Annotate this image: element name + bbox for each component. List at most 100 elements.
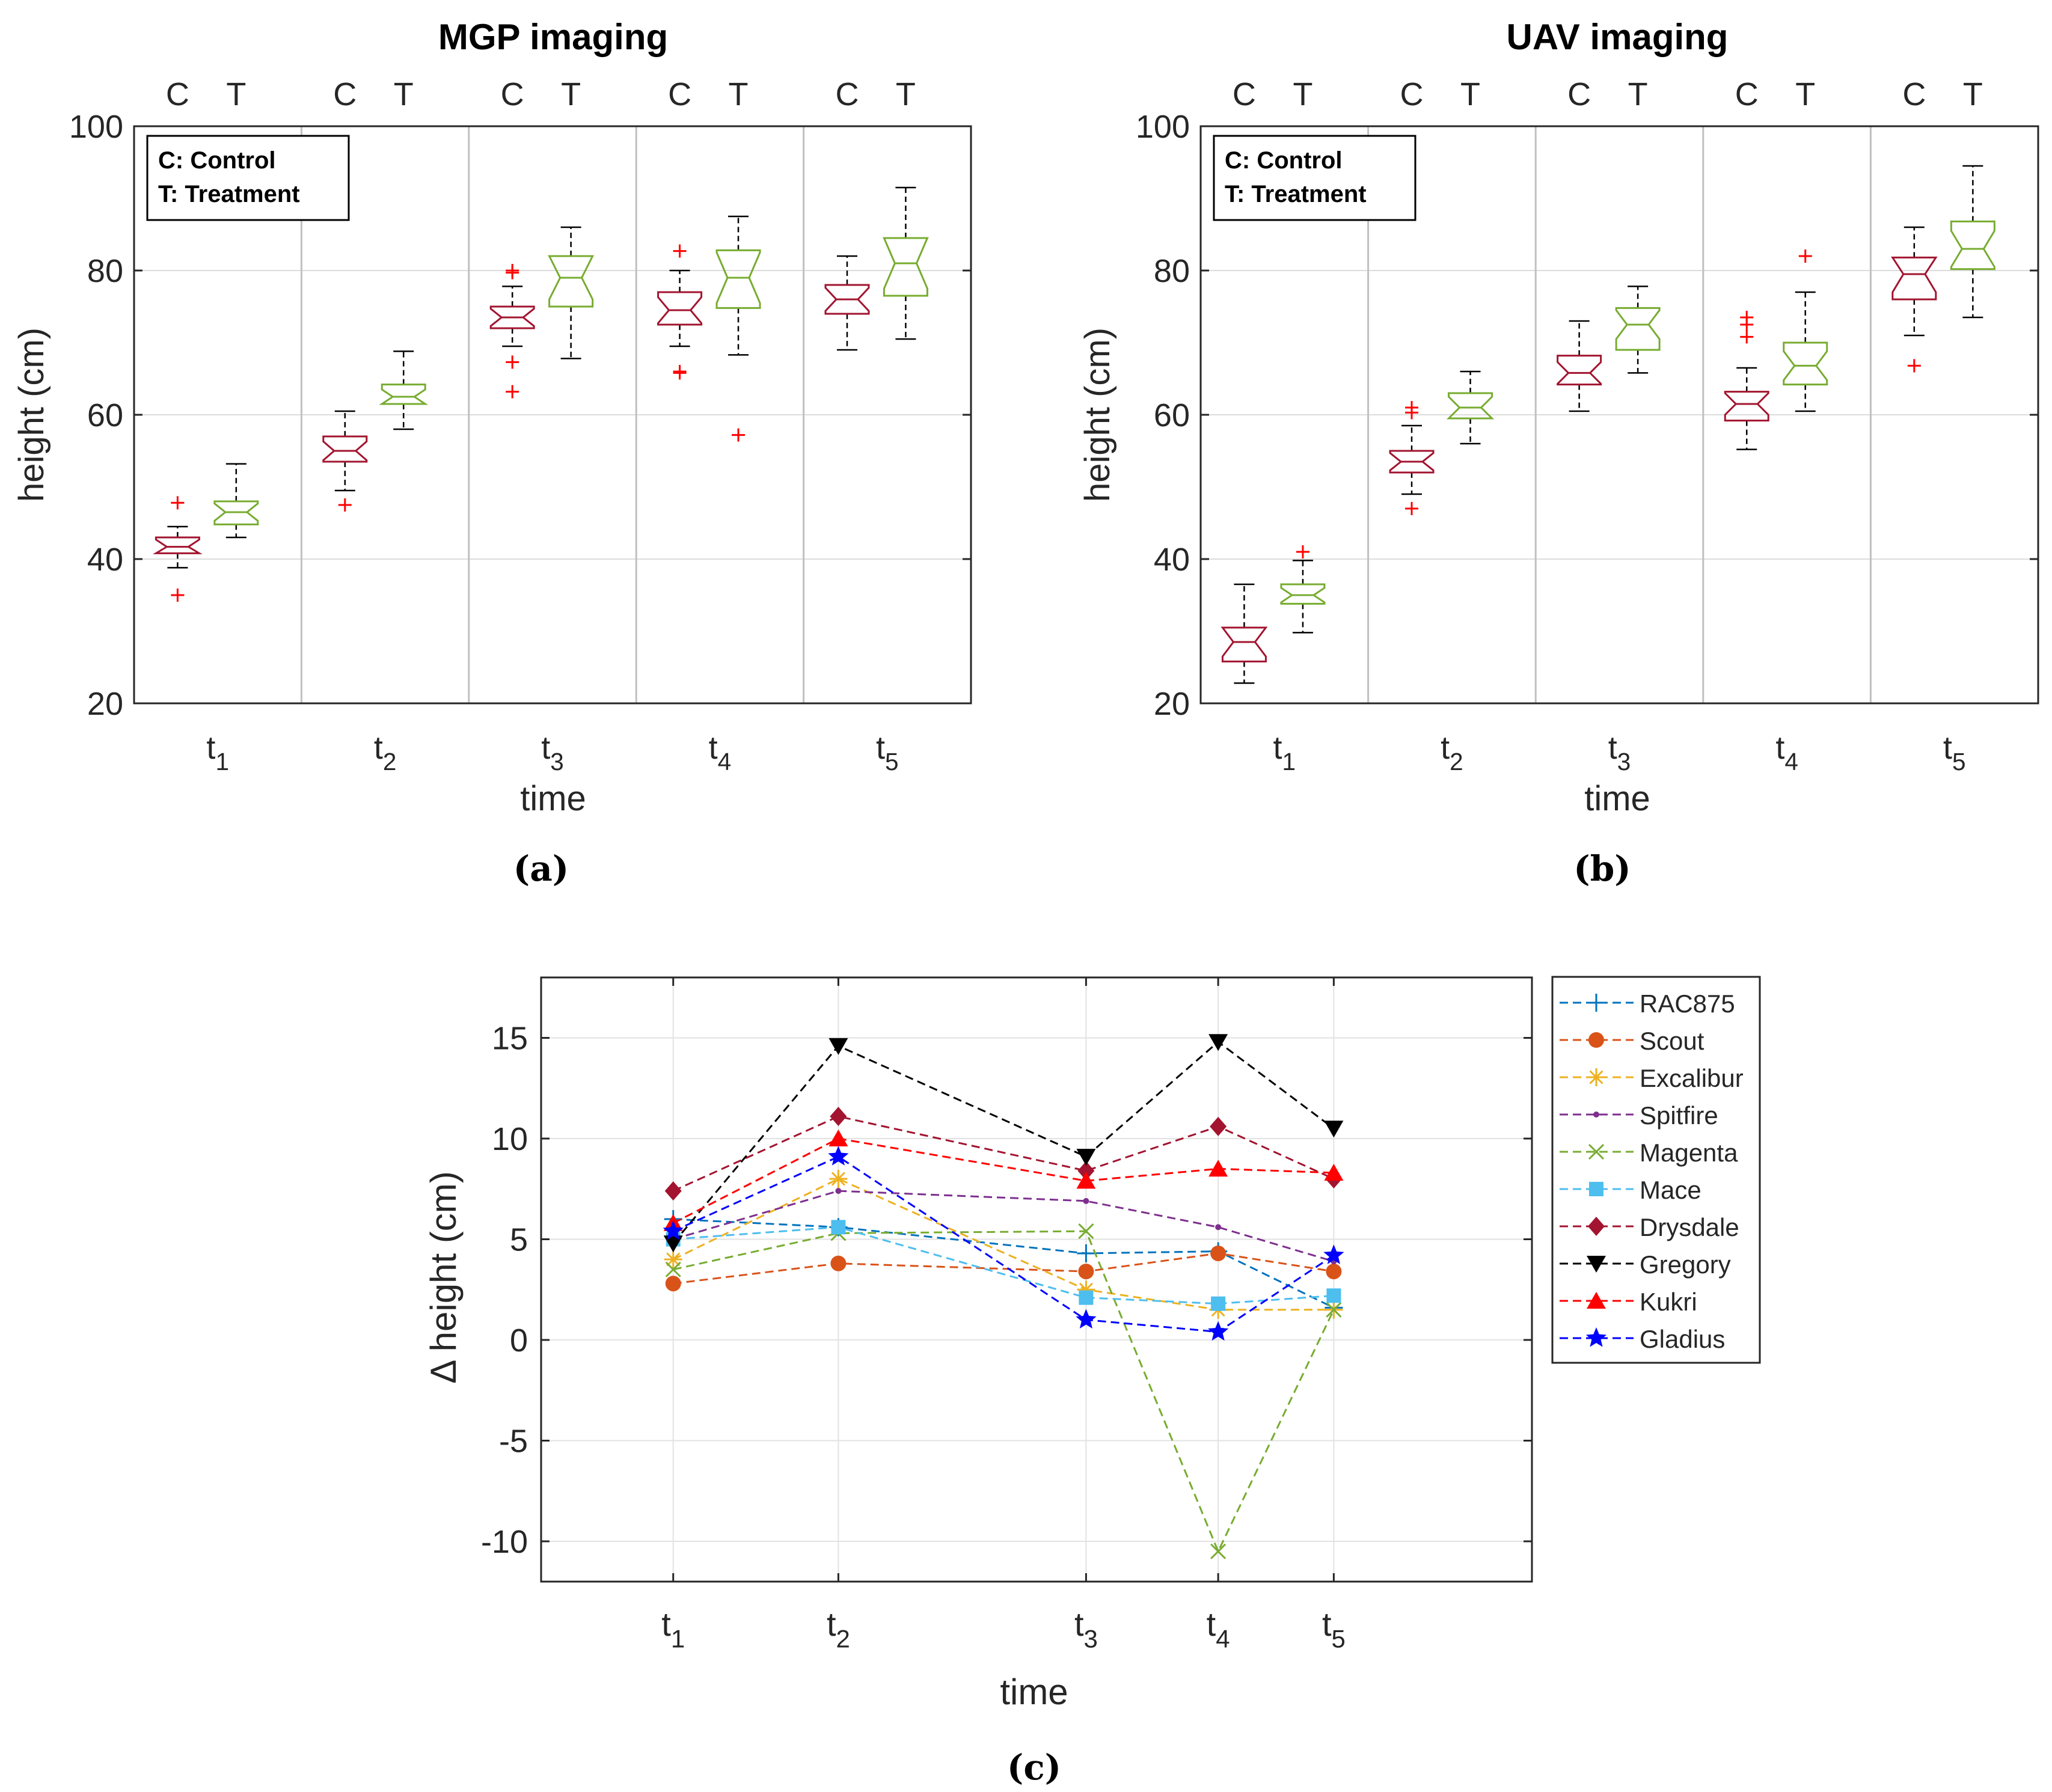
marker-circle xyxy=(665,1276,681,1292)
legend-label: Mace xyxy=(1640,1176,1701,1204)
legend-marker xyxy=(1585,1327,1607,1347)
panel-a-outlier xyxy=(673,366,687,380)
marker-circle xyxy=(830,1255,847,1271)
legend-label: Gregory xyxy=(1640,1250,1731,1279)
panel-b-xtick-label: t2 xyxy=(1441,730,1463,775)
legend-marker xyxy=(1589,1182,1603,1196)
marker-tri-up xyxy=(1208,1160,1228,1177)
legend-marker xyxy=(1593,1112,1599,1118)
panel-a-xtick-label: t1 xyxy=(206,730,229,775)
data-point-gregory xyxy=(1208,1034,1228,1051)
panel-a-group-label-t: T xyxy=(226,76,246,112)
panel-a-box-treatment xyxy=(379,384,429,405)
panel-c-xtick-label: t5 xyxy=(1322,1605,1346,1653)
panel-a-note-box: C: Control T: Treatment xyxy=(146,135,350,221)
data-point-gregory xyxy=(1076,1149,1096,1166)
panel-a-title: MGP imaging xyxy=(438,17,668,57)
panel-a-boxplot: MGP imaging time height (cm) (a) 20 40 60 8… xyxy=(12,17,972,889)
marker-square xyxy=(1211,1296,1226,1311)
marker-circle xyxy=(1078,1264,1094,1280)
marker-tri-down xyxy=(663,1235,683,1253)
panel-a-box-control xyxy=(152,536,203,554)
data-point-mace xyxy=(1211,1296,1226,1311)
data-point-scout xyxy=(665,1276,681,1292)
panel-a-note-line: C: Control xyxy=(158,147,276,174)
legend-label: Magenta xyxy=(1640,1139,1738,1167)
panel-b-box-treatment xyxy=(1950,220,1995,271)
panel-b-outlier xyxy=(1405,406,1419,420)
marker-star xyxy=(663,1220,684,1240)
data-point-kukri xyxy=(1076,1172,1096,1189)
panel-b-outlier xyxy=(1296,545,1309,558)
data-point-drysdale xyxy=(664,1181,682,1201)
panel-a-box-control xyxy=(824,284,870,315)
panel-a-xtick-label: t2 xyxy=(374,730,397,775)
panel-b-ytick-label: 40 xyxy=(1154,542,1190,578)
marker-diamond xyxy=(830,1107,847,1127)
panel-b-note-line: T: Treatment xyxy=(1225,181,1367,207)
marker-tri-up xyxy=(1587,1292,1606,1309)
marker-asterisk-stroke xyxy=(831,1172,845,1186)
marker-square xyxy=(1326,1288,1341,1303)
legend-entry: Mace xyxy=(1560,1176,1701,1204)
series-scout xyxy=(665,1245,1342,1292)
panel-b-xlabel: time xyxy=(1584,779,1650,818)
marker-x-b xyxy=(1326,1301,1342,1318)
data-point-magenta xyxy=(1210,1543,1227,1559)
marker-circle xyxy=(1588,1032,1604,1048)
legend-entry: Gladius xyxy=(1560,1325,1725,1353)
panel-a-group-label-t: T xyxy=(896,76,916,112)
legend-entry: Scout xyxy=(1560,1027,1704,1055)
panel-b-xtick-label: t4 xyxy=(1775,730,1798,775)
marker-star xyxy=(1323,1244,1344,1264)
panel-b-group-label-t: T xyxy=(1628,76,1648,112)
panel-a-ytick-label: 80 xyxy=(87,253,123,289)
marker-dot xyxy=(1593,1112,1599,1118)
data-point-gladius xyxy=(1208,1321,1229,1341)
series-magenta xyxy=(665,1223,1342,1559)
series-line-magenta xyxy=(673,1230,1335,1554)
panel-a-outlier xyxy=(171,589,185,602)
data-point-kukri xyxy=(828,1130,848,1146)
legend-entry: Kukri xyxy=(1560,1288,1697,1316)
marker-tri-up xyxy=(1076,1172,1096,1189)
panel-a-ytick-label: 20 xyxy=(87,686,123,722)
panel-b-note-frame xyxy=(1213,135,1416,221)
panel-c-ytick-label: 15 xyxy=(492,1021,528,1057)
legend-marker xyxy=(1587,1256,1606,1273)
panel-a-caption: (a) xyxy=(513,848,569,889)
panel-b-box-treatment xyxy=(1783,341,1828,386)
panel-b-box-control xyxy=(1724,391,1769,422)
panel-b-box-control xyxy=(1220,626,1268,662)
panel-a-ytick-label: 60 xyxy=(87,397,123,433)
panel-a-group-label-c: C xyxy=(835,76,859,112)
panel-c-caption: (c) xyxy=(1007,1747,1061,1788)
marker-dot xyxy=(835,1188,842,1194)
panel-a-outlier xyxy=(673,244,687,258)
series-gladius xyxy=(663,1146,1344,1341)
legend-label: Scout xyxy=(1640,1027,1704,1055)
panel-a-outlier xyxy=(732,428,746,442)
marker-tri-up xyxy=(828,1130,848,1146)
legend-marker xyxy=(1588,1032,1604,1048)
data-point-gregory xyxy=(828,1038,848,1055)
data-point-drysdale xyxy=(1077,1161,1095,1181)
data-point-magenta xyxy=(1078,1223,1094,1240)
panel-b-group-label-c: C xyxy=(1567,76,1591,112)
data-point-scout xyxy=(1078,1264,1094,1280)
panel-b-group-label-t: T xyxy=(1795,76,1815,112)
marker-star xyxy=(1585,1327,1607,1347)
marker-tri-down xyxy=(828,1038,848,1055)
legend-marker xyxy=(1588,1217,1605,1236)
panel-b-ytick-label: 20 xyxy=(1154,686,1190,722)
marker-tri-down xyxy=(1208,1034,1228,1051)
data-point-spitfire xyxy=(1215,1224,1222,1231)
legend-marker xyxy=(1588,1143,1605,1160)
data-point-kukri xyxy=(1208,1160,1228,1177)
panel-c-linechart: time Δ height (cm) (c) -10 -5 0 5 10 15 t1 t2 t3… xyxy=(423,976,1761,1788)
panel-a-xtick-label: t3 xyxy=(541,730,564,775)
marker-x-b xyxy=(665,1261,681,1277)
panel-a-ytick-label: 100 xyxy=(69,109,123,145)
panel-a-group-label-t: T xyxy=(394,76,414,112)
panel-a-note-frame xyxy=(146,135,350,221)
